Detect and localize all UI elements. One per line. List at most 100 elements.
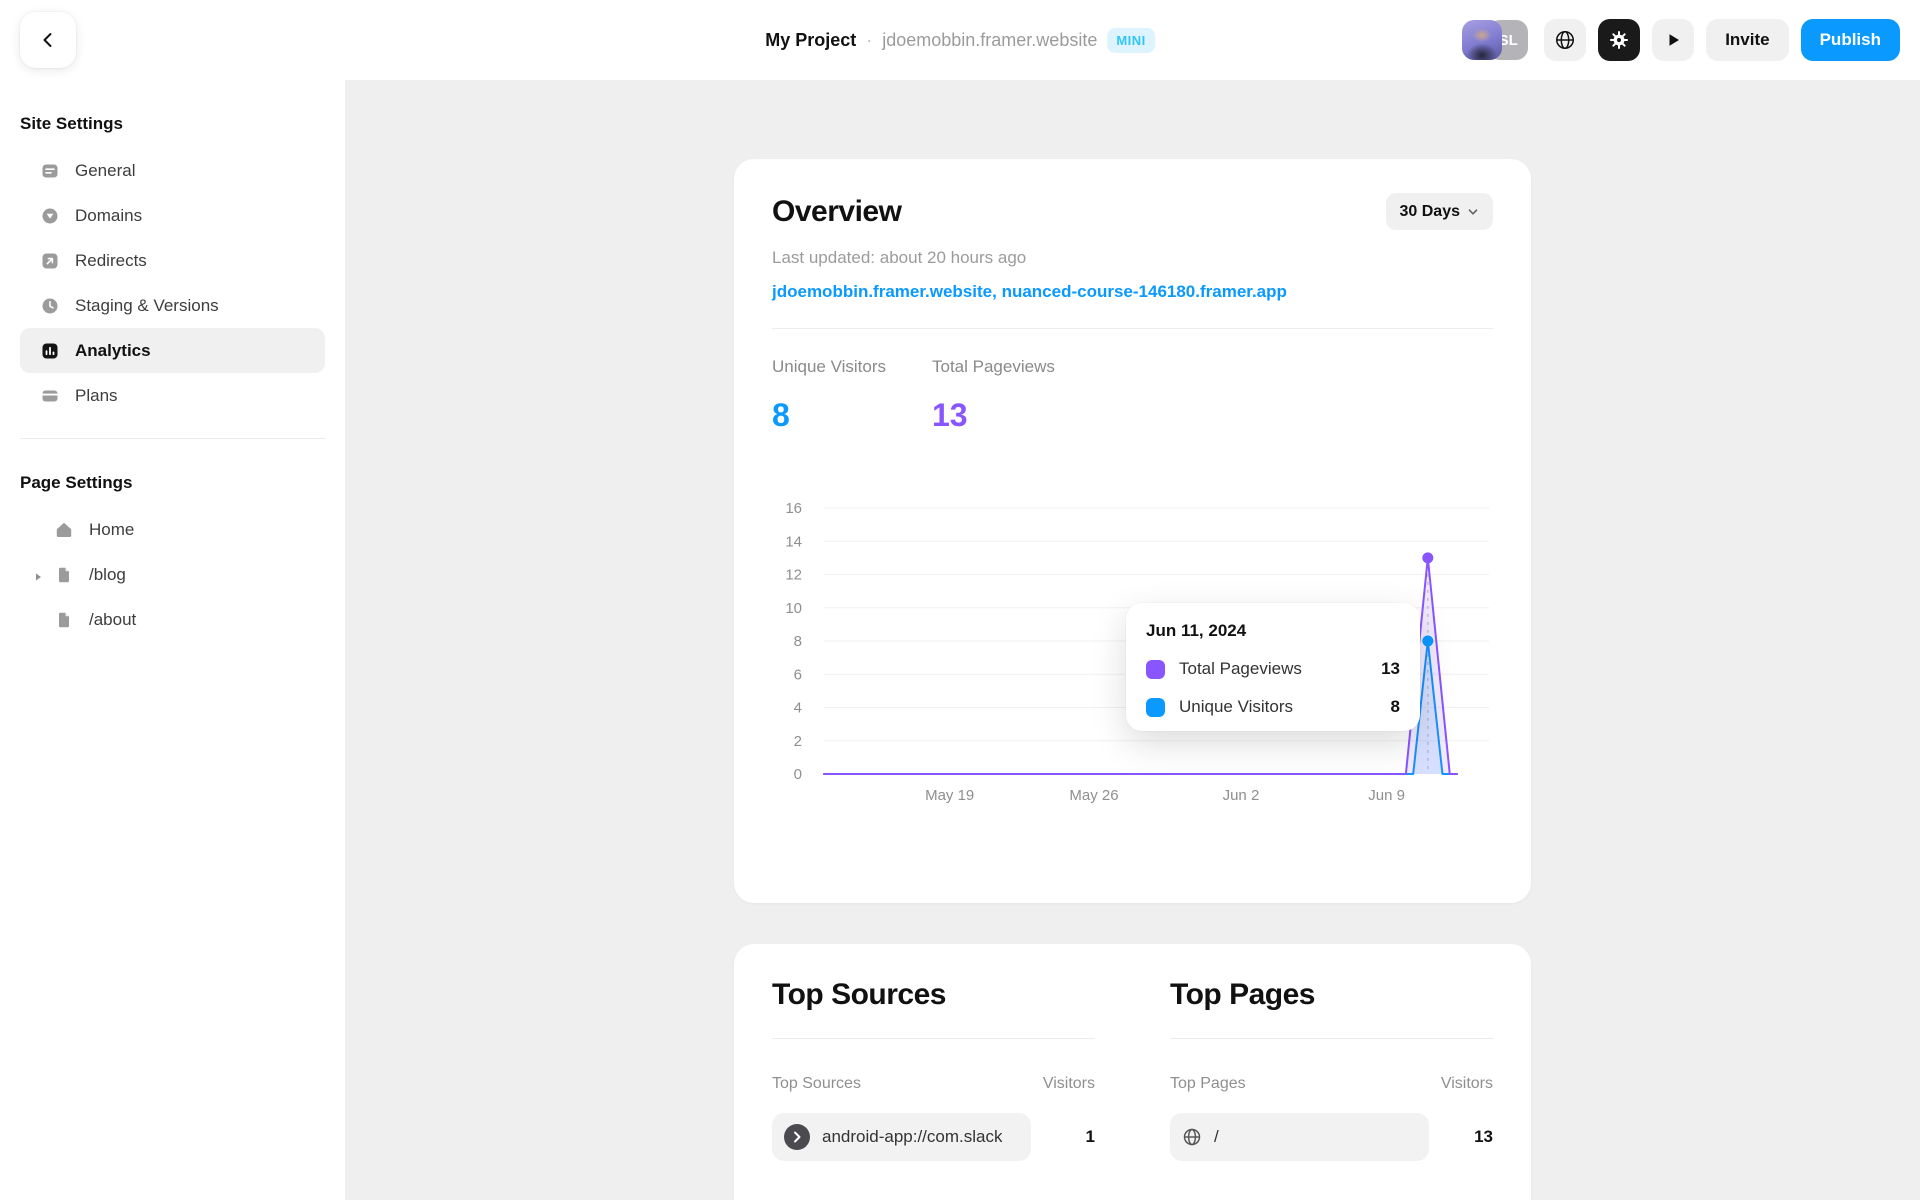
overview-divider — [772, 328, 1493, 329]
stat-value: 8 — [772, 397, 790, 433]
primary-domain-link[interactable]: jdoemobbin.framer.website — [772, 282, 993, 301]
gear-icon — [1608, 29, 1630, 51]
svg-text:10: 10 — [785, 600, 802, 617]
top-sources-title: Top Sources — [772, 978, 946, 1011]
play-button[interactable] — [1652, 19, 1695, 61]
page-path: / — [1214, 1127, 1219, 1146]
globe-icon — [1554, 29, 1576, 51]
tooltip-label: Total Pageviews — [1179, 659, 1302, 678]
tooltip-date: Jun 11, 2024 — [1146, 621, 1247, 640]
sidebar-item-analytics[interactable]: Analytics — [20, 328, 325, 373]
svg-text:8: 8 — [794, 633, 802, 650]
sidebar-item-label: /blog — [89, 564, 126, 584]
redirects-icon — [40, 251, 60, 271]
sidebar-item-label: Domains — [75, 205, 143, 225]
caret-right-icon[interactable] — [32, 568, 44, 588]
stat-value: 13 — [932, 397, 968, 433]
sidebar-item-label: Analytics — [75, 340, 151, 360]
pageviews-swatch-icon — [1146, 659, 1165, 679]
column-header-visitors: Visitors — [1042, 1075, 1095, 1092]
settings-button[interactable] — [1598, 19, 1641, 61]
source-pill[interactable]: android-app://com.slack — [772, 1113, 1031, 1161]
top-pages-title: Top Pages — [1170, 978, 1315, 1011]
sidebar-item-about[interactable]: /about — [20, 597, 325, 642]
sidebar-item-domains[interactable]: Domains — [20, 193, 325, 238]
sidebar-item-redirects[interactable]: Redirects — [20, 238, 325, 283]
topbar: My Project · jdoemobbin.framer.website M… — [0, 0, 1920, 80]
domains-icon — [40, 206, 60, 226]
stats-row: Unique Visitors 8 Total Pageviews 13 — [772, 357, 1493, 434]
column-header-visitors: Visitors — [1440, 1075, 1493, 1092]
top-pages-divider — [1170, 1038, 1493, 1039]
page-icon — [54, 565, 74, 585]
publish-button[interactable]: Publish — [1800, 19, 1900, 61]
sidebar-item-blog[interactable]: /blog — [20, 552, 325, 597]
sidebar-item-label: Redirects — [75, 250, 147, 270]
sidebar-item-plans[interactable]: Plans — [20, 373, 325, 418]
link-separator: , — [992, 282, 1002, 301]
sidebar: Site Settings General Domains Redirects … — [0, 80, 345, 1200]
project-domain: jdoemobbin.framer.website — [882, 29, 1098, 50]
line-chart[interactable]: 0 2 4 6 8 10 12 14 16 May 19 May 26 Jun 2 Jun 9 — [772, 494, 1493, 806]
source-visitors-count: 1 — [1085, 1127, 1095, 1146]
invite-button[interactable]: Invite — [1706, 19, 1789, 61]
main-content: Overview 30 Days Last updated: about 20 … — [345, 80, 1920, 1200]
svg-text:May 26: May 26 — [1069, 787, 1118, 804]
play-icon — [1662, 29, 1684, 51]
tooltip-label: Unique Visitors — [1179, 697, 1294, 716]
svg-text:4: 4 — [794, 700, 802, 717]
project-title: My Project — [765, 29, 857, 50]
svg-text:16: 16 — [785, 500, 802, 517]
general-icon — [40, 161, 60, 181]
stat-label: Total Pageviews — [932, 357, 1055, 376]
tooltip-value: 8 — [1390, 697, 1400, 716]
sidebar-item-general[interactable]: General — [20, 148, 325, 193]
stat-unique-visitors: Unique Visitors 8 — [772, 357, 890, 434]
staging-domain-link[interactable]: nuanced-course-146180.framer.app — [1001, 282, 1287, 301]
date-range-dropdown[interactable]: 30 Days — [1385, 193, 1493, 230]
site-links: jdoemobbin.framer.website, nuanced-cours… — [772, 282, 1493, 302]
breadcrumb: My Project · jdoemobbin.framer.website M… — [765, 0, 1155, 80]
chart-tooltip: Jun 11, 2024 Total Pageviews 13 Unique V… — [1126, 603, 1420, 731]
chevron-down-icon — [1467, 206, 1479, 218]
avatar-stack[interactable]: SL — [1462, 20, 1529, 60]
page-icon — [54, 610, 74, 630]
top-sources-divider — [772, 1038, 1095, 1039]
sidebar-item-label: General — [75, 160, 136, 180]
column-header-sources: Top Sources — [772, 1075, 861, 1092]
back-button[interactable] — [20, 12, 76, 68]
source-url: android-app://com.slack — [822, 1127, 1003, 1146]
svg-text:Jun 9: Jun 9 — [1368, 787, 1405, 804]
stat-total-pageviews: Total Pageviews 13 — [932, 357, 1055, 434]
sidebar-item-label: /about — [89, 609, 137, 629]
page-pill[interactable]: / — [1170, 1113, 1429, 1161]
preview-globe-button[interactable] — [1544, 19, 1587, 61]
visitors-swatch-icon — [1146, 697, 1165, 717]
plan-badge: MINI — [1107, 27, 1155, 53]
sidebar-item-home[interactable]: Home — [20, 507, 325, 552]
external-arrow-icon — [784, 1124, 810, 1150]
svg-text:Jun 2: Jun 2 — [1223, 787, 1260, 804]
topbar-actions: SL — [1462, 0, 1900, 80]
sources-pages-card: Top Sources Top Sources Visitors android… — [734, 944, 1531, 1200]
home-icon — [54, 520, 74, 540]
sidebar-divider — [20, 438, 325, 439]
tooltip-value: 13 — [1381, 659, 1400, 678]
avatar[interactable] — [1462, 20, 1503, 60]
column-header-pages: Top Pages — [1170, 1075, 1246, 1092]
svg-text:May 19: May 19 — [925, 787, 974, 804]
table-row: android-app://com.slack 1 — [772, 1113, 1095, 1161]
stat-label: Unique Visitors — [772, 357, 887, 376]
svg-text:0: 0 — [794, 766, 802, 783]
top-pages-section: Top Pages Top Pages Visitors / — [1170, 978, 1493, 1161]
overview-card: Overview 30 Days Last updated: about 20 … — [734, 159, 1531, 903]
last-updated-text: Last updated: about 20 hours ago — [772, 248, 1027, 267]
overview-title: Overview — [772, 194, 902, 228]
sidebar-item-staging[interactable]: Staging & Versions — [20, 283, 325, 328]
title-separator: · — [866, 29, 873, 50]
page-settings-header: Page Settings — [20, 473, 133, 492]
sidebar-item-label: Staging & Versions — [75, 295, 219, 315]
sidebar-item-label: Plans — [75, 385, 118, 405]
analytics-icon — [40, 341, 60, 361]
traffic-chart[interactable]: 0 2 4 6 8 10 12 14 16 May 19 May 26 Jun 2 Jun 9 — [772, 494, 1493, 811]
